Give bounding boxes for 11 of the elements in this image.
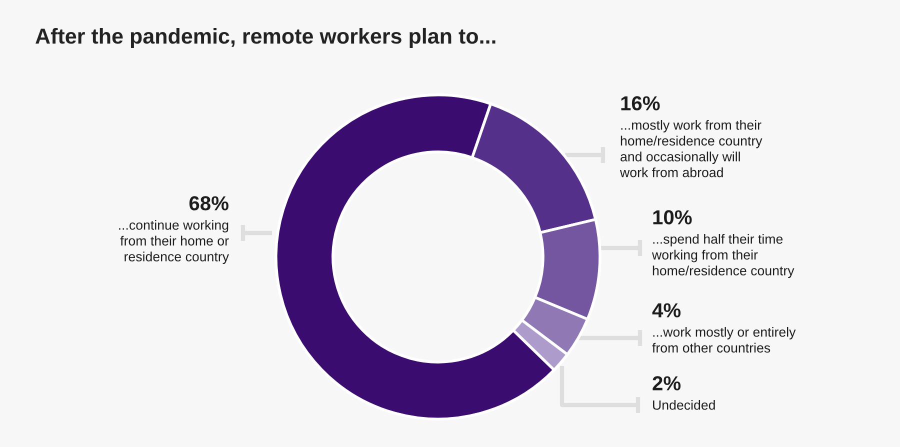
data-label: 4%: [652, 303, 681, 318]
slice-label: ...work mostly or entirely from other countries: [652, 327, 796, 353]
slice-label: ...spend half their time working from their home/residence country: [652, 234, 794, 278]
data-label: 10%: [653, 210, 692, 224]
slice-label: Undecided: [653, 400, 715, 410]
data-label: 16%: [621, 96, 660, 110]
chart-title: After the pandemic, remote workers plan to...: [36, 28, 496, 48]
data-label: 2%: [652, 376, 681, 390]
slice-label: ...continue working from their home or residence country: [119, 220, 229, 264]
data-label: 68%: [189, 196, 228, 210]
slice-label: ...mostly work from their home/residence country and occasionally will work from abroad: [620, 120, 762, 178]
